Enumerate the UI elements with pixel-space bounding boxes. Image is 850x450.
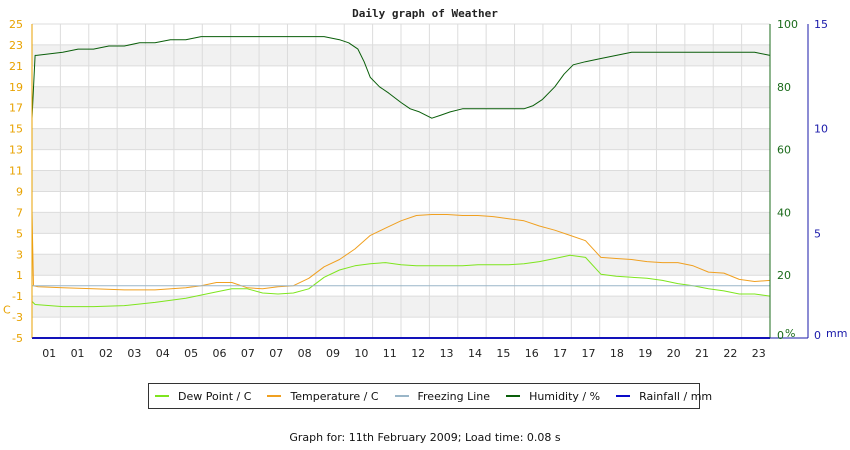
left-tick-label: 9 bbox=[16, 185, 23, 198]
right-rainfall-tick-label: 0 bbox=[814, 329, 821, 342]
x-tick-label: 22 bbox=[723, 347, 737, 360]
x-tick-label: 19 bbox=[638, 347, 652, 360]
x-tick-label: 05 bbox=[184, 347, 198, 360]
legend-swatch-humidity bbox=[506, 395, 521, 397]
x-tick-label: 13 bbox=[440, 347, 454, 360]
left-tick-label: -1 bbox=[12, 290, 23, 303]
left-tick-label: 11 bbox=[9, 165, 23, 178]
left-tick-label: 17 bbox=[9, 102, 23, 115]
x-tick-label: 08 bbox=[298, 347, 312, 360]
legend-label-humidity: Humidity / % bbox=[529, 389, 601, 403]
plot-axes bbox=[31, 24, 809, 339]
left-tick-label: 25 bbox=[9, 18, 23, 31]
legend-item-temperature: Temperature / C bbox=[267, 389, 379, 403]
x-tick-label: 10 bbox=[354, 347, 368, 360]
x-tick-label: 14 bbox=[468, 347, 482, 360]
x-tick-label: 07 bbox=[241, 347, 255, 360]
series-line-dew-point-c bbox=[31, 254, 771, 308]
x-tick-label: 07 bbox=[269, 347, 283, 360]
series-line-humidity bbox=[31, 36, 771, 119]
x-tick-label: 12 bbox=[411, 347, 425, 360]
left-tick-label: 23 bbox=[9, 39, 23, 52]
x-tick-label: 06 bbox=[213, 347, 227, 360]
left-axis-unit: C bbox=[3, 304, 11, 317]
x-tick-label: 20 bbox=[667, 347, 681, 360]
x-tick-label: 17 bbox=[582, 347, 596, 360]
x-tick-label: 18 bbox=[610, 347, 624, 360]
x-tick-label: 23 bbox=[752, 347, 766, 360]
x-tick-label: 17 bbox=[553, 347, 567, 360]
axis-ticks: 01 01 02 03 04 05 06 07 07 08 09 10 11 12 13 14 15 16 17 17… bbox=[3, 18, 847, 360]
legend-swatch-freezing-line bbox=[394, 395, 409, 397]
x-tick-label: 16 bbox=[525, 347, 539, 360]
legend-label-temperature: Temperature / C bbox=[290, 389, 379, 403]
left-tick-label: 21 bbox=[9, 60, 23, 73]
left-tick-label: 1 bbox=[16, 269, 23, 282]
x-tick-label: 02 bbox=[99, 347, 113, 360]
legend-item-humidity: Humidity / % bbox=[506, 390, 600, 403]
right-rainfall-unit: mm bbox=[826, 327, 847, 340]
x-tick-label: 09 bbox=[326, 347, 340, 360]
x-tick-label: 21 bbox=[695, 347, 709, 360]
left-tick-label: 3 bbox=[16, 248, 23, 261]
right-humidity-tick-label: 20 bbox=[777, 269, 791, 282]
x-tick-label: 03 bbox=[127, 347, 141, 360]
right-humidity-tick-label: 100 bbox=[777, 18, 798, 31]
legend-label-dew-point: Dew Point / C bbox=[178, 389, 252, 403]
right-humidity-unit: % bbox=[785, 327, 795, 340]
legend-swatch-dew-point bbox=[155, 395, 169, 397]
weather-chart: Daily graph of Weather 01 01 02 03 04 05 06 07 0… bbox=[3, 7, 847, 360]
left-tick-label: 19 bbox=[9, 81, 23, 94]
left-tick-label: 7 bbox=[16, 206, 23, 219]
left-tick-label: -5 bbox=[12, 332, 23, 345]
series-line-temperature-c bbox=[31, 212, 771, 291]
right-humidity-tick-label: 0 bbox=[777, 329, 784, 342]
left-tick-label: 15 bbox=[9, 123, 23, 136]
legend-item-freezing-line: Freezing Line bbox=[394, 389, 491, 403]
x-tick-label: 11 bbox=[383, 347, 397, 360]
legend-swatch-temperature bbox=[267, 395, 282, 397]
legend-label-freezing-line: Freezing Line bbox=[417, 389, 491, 403]
legend-label-rainfall: Rainfall / mm bbox=[639, 389, 713, 403]
x-tick-label: 01 bbox=[42, 347, 56, 360]
right-humidity-tick-label: 40 bbox=[777, 206, 791, 219]
legend-item-dew-point: Dew Point / C bbox=[155, 390, 251, 403]
legend-item-rainfall: Rainfall / mm bbox=[616, 390, 712, 403]
right-rainfall-tick-label: 15 bbox=[814, 18, 828, 31]
right-rainfall-tick-label: 10 bbox=[814, 123, 828, 136]
x-tick-label: 01 bbox=[71, 347, 85, 360]
graph-footer: Graph for: 11th February 2009; Load time… bbox=[289, 431, 561, 444]
left-tick-label: 13 bbox=[9, 144, 23, 157]
right-rainfall-tick-label: 5 bbox=[814, 227, 821, 240]
legend: Dew Point / C Temperature / C Freezing L… bbox=[148, 383, 712, 409]
x-tick-label: 04 bbox=[156, 347, 170, 360]
legend-swatch-rainfall bbox=[616, 395, 631, 397]
left-tick-label: -3 bbox=[12, 311, 23, 324]
right-humidity-tick-label: 60 bbox=[777, 144, 791, 157]
chart-title: Daily graph of Weather bbox=[352, 7, 498, 20]
x-tick-label: 15 bbox=[496, 347, 510, 360]
right-humidity-tick-label: 80 bbox=[777, 81, 791, 94]
left-tick-label: 5 bbox=[16, 227, 23, 240]
